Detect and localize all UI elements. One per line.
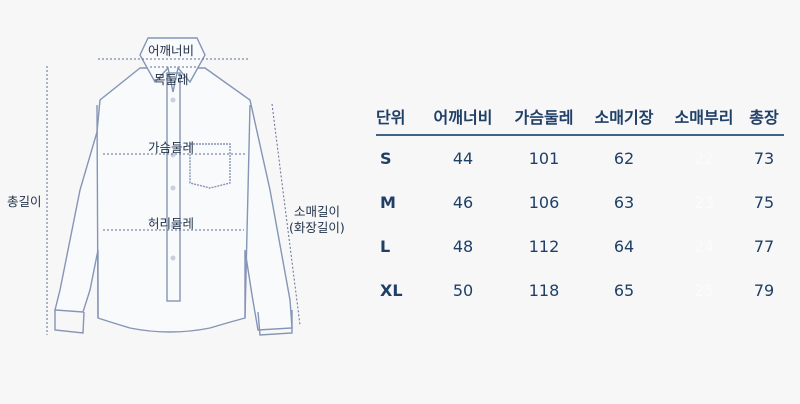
cell-total-length: 73 <box>753 148 775 168</box>
label-waist: 허리둘레 <box>148 216 195 231</box>
cell-sleeve-opening: 22 <box>693 148 715 168</box>
cell-chest: 101 <box>528 148 560 168</box>
cell-shoulder: 50 <box>452 280 474 300</box>
sleeve-guide <box>271 103 301 326</box>
cell-total-length: 79 <box>753 280 775 300</box>
cell-chest: 112 <box>528 236 560 256</box>
cell-shoulder: 46 <box>452 192 474 212</box>
label-shoulder-width: 어깨너비 <box>148 43 195 58</box>
size-cell: M <box>380 192 396 212</box>
label-chest: 가슴둘레 <box>148 140 195 155</box>
table-row: S 44 101 62 22 73 <box>376 135 784 180</box>
cell-sleeve-opening: 24 <box>693 236 715 256</box>
cell-total-length: 77 <box>753 236 775 256</box>
size-table: 단위 어깨너비 가슴둘레 소매기장 소매부리 총장 S 44 101 62 22… <box>376 104 784 312</box>
size-cell: XL <box>380 280 403 300</box>
cell-sleeve-length: 63 <box>613 192 635 212</box>
cell-chest: 118 <box>528 280 560 300</box>
cell-shoulder: 48 <box>452 236 474 256</box>
cell-sleeve-length: 62 <box>613 148 635 168</box>
header-sleeve-length: 소매기장 <box>584 104 664 136</box>
shirt-pocket <box>189 143 231 189</box>
size-cell: S <box>380 148 392 168</box>
label-sleeve-length-alt: (화장길이) <box>289 220 345 235</box>
table-row: L 48 112 64 24 77 <box>376 224 784 268</box>
table-row: XL 50 118 65 25 79 <box>376 268 784 312</box>
header-sleeve-opening: 소매부리 <box>664 104 744 136</box>
shirt-collar <box>139 37 206 93</box>
table-row: M 46 106 63 23 75 <box>376 180 784 224</box>
cell-shoulder: 44 <box>452 148 474 168</box>
label-neck: 목둘레 <box>154 72 189 87</box>
header-unit: 단위 <box>376 104 422 136</box>
cell-sleeve-length: 64 <box>613 236 635 256</box>
size-table-header: 단위 어깨너비 가슴둘레 소매기장 소매부리 총장 <box>376 104 784 136</box>
header-chest: 가슴둘레 <box>504 104 584 136</box>
size-cell: L <box>380 236 391 256</box>
cell-sleeve-opening: 25 <box>693 280 715 300</box>
shirt-diagram: 어깨너비 목둘레 가슴둘레 허리둘레 총길이 소매길이 (화장길이) <box>0 0 370 400</box>
shirt-illustration <box>46 37 301 336</box>
header-shoulder: 어깨너비 <box>422 104 504 136</box>
label-sleeve-length: 소매길이 <box>294 204 341 219</box>
shirt-body <box>54 67 293 333</box>
header-total-length: 총장 <box>744 104 784 136</box>
cell-chest: 106 <box>528 192 560 212</box>
cell-total-length: 75 <box>753 192 775 212</box>
shirt-placket <box>166 72 181 302</box>
cell-sleeve-opening: 23 <box>693 192 715 212</box>
label-total-length: 총길이 <box>7 194 42 209</box>
cell-sleeve-length: 65 <box>613 280 635 300</box>
